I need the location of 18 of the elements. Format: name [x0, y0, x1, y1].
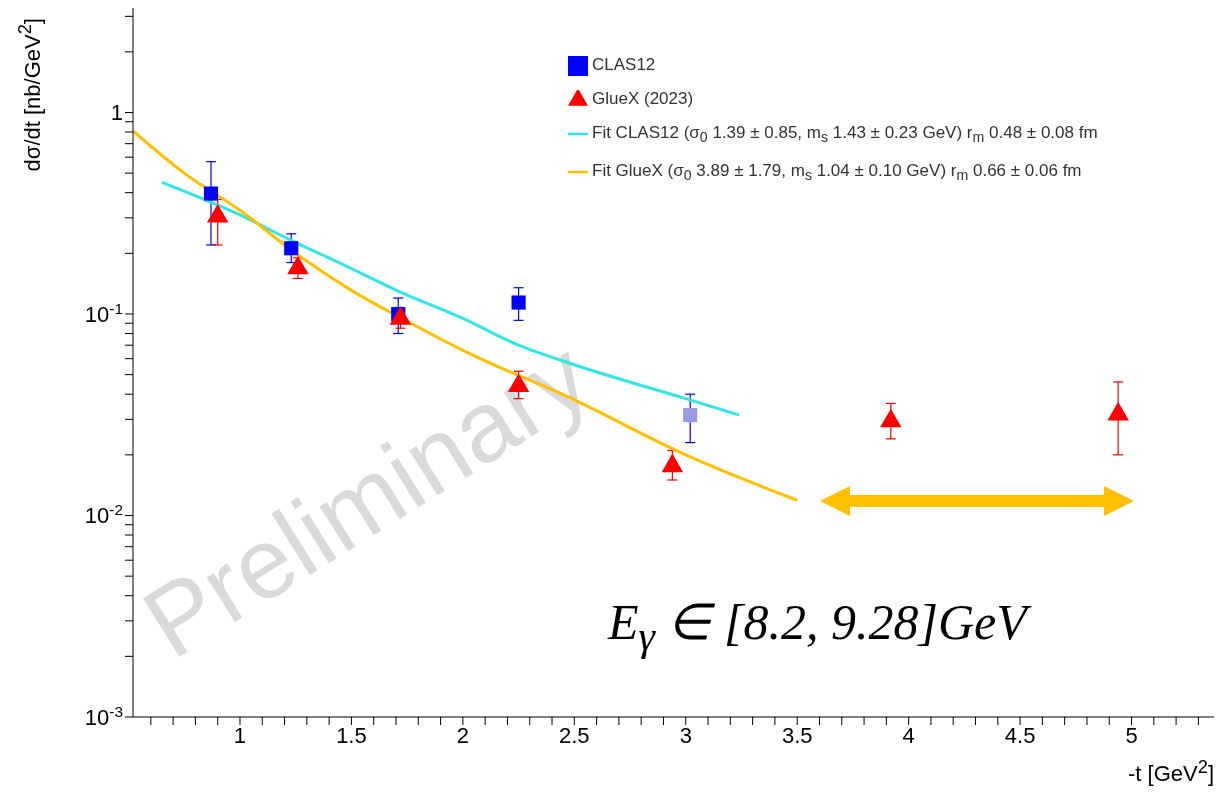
x-tick-label: 4.5 [1004, 722, 1036, 748]
x-tick-label: 3.5 [781, 722, 813, 748]
legend-label: CLAS12 [592, 55, 656, 74]
x-tick-label: 2.5 [559, 722, 590, 748]
x-tick-label: 2 [456, 722, 469, 748]
x-tick-label: 5 [1125, 722, 1138, 748]
x-tick-label: 3 [679, 722, 692, 748]
legend-label: GlueX (2023) [592, 89, 694, 108]
y-tick-label: 10$^{-1}$ [84, 299, 123, 327]
legend-label: Fit CLAS12 (σ$_{0}$ 1.39 ± 0.85, m$_{s}$ 1.43 ± 0.23 GeV) r$_{m}$ 0.48 ± 0.08 fm [592, 123, 1098, 146]
y-tick-label: 10$^{-2}$ [84, 500, 123, 529]
y-tick-label: 1 [110, 100, 123, 126]
x-axis-title: -t [GeV$^{2}$] [1127, 756, 1214, 787]
x-tick-label: 1 [233, 722, 247, 748]
x-tick-label: 1.5 [336, 722, 367, 748]
legend-label: Fit GlueX (σ$_{0}$ 3.89 ± 1.79, m$_{s}$ 1.04 ± 0.10 GeV) r$_{m}$ 0.66 ± 0.06 fm [592, 161, 1082, 184]
y-tick-label: 10$^{-3}$ [84, 702, 123, 730]
x-tick-label: 4 [902, 722, 915, 748]
